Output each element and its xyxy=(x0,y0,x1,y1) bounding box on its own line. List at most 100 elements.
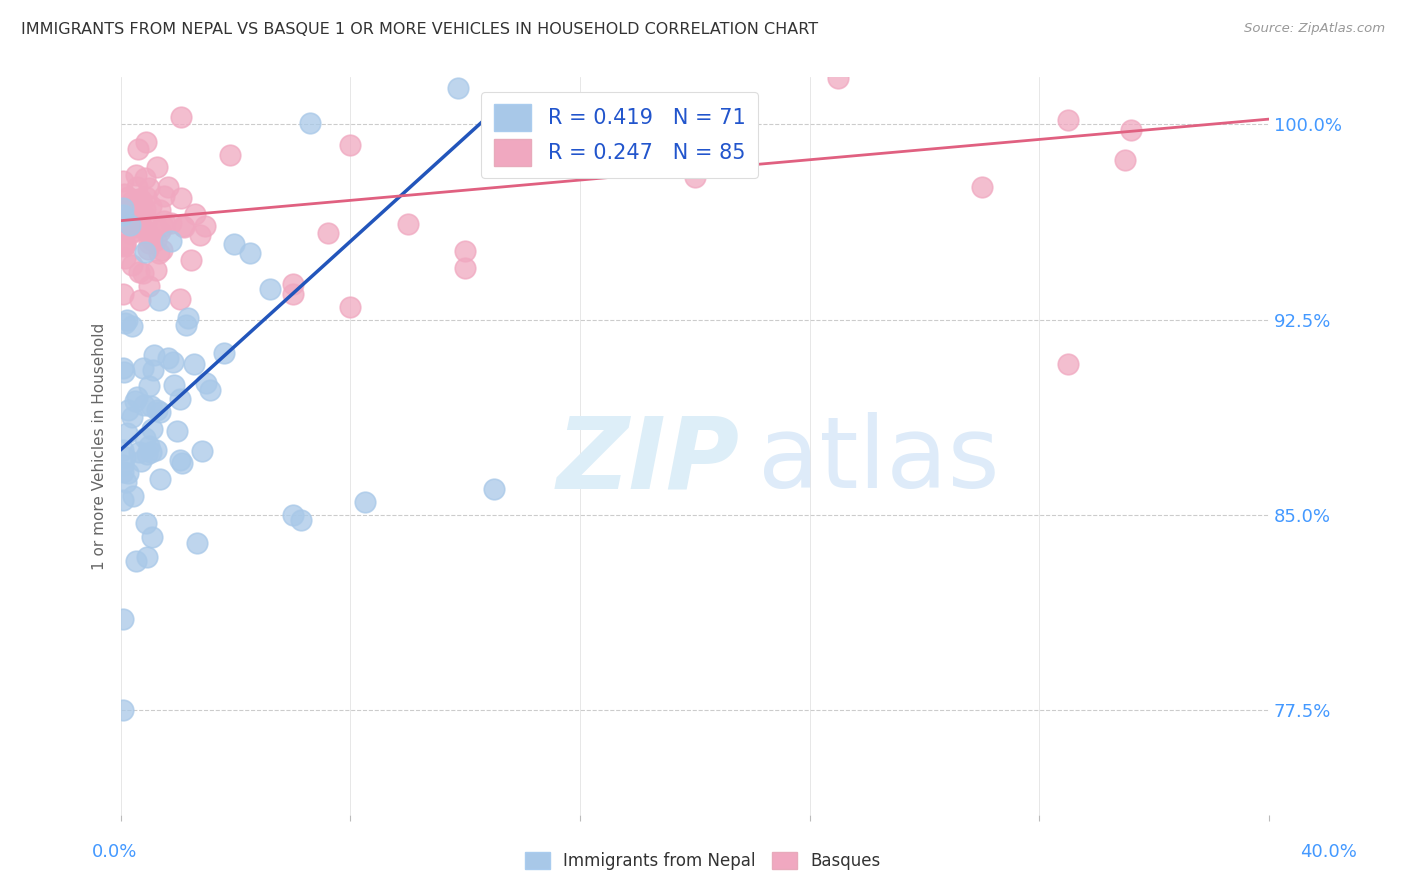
Point xyxy=(222,236,245,251)
Point xyxy=(339,300,361,314)
Point xyxy=(290,513,312,527)
Point xyxy=(132,360,155,375)
Point xyxy=(125,211,148,225)
Point xyxy=(120,226,142,240)
Point xyxy=(112,612,135,626)
Point xyxy=(112,443,135,458)
Text: Source: ZipAtlas.com: Source: ZipAtlas.com xyxy=(1244,22,1385,36)
Point xyxy=(117,466,139,480)
Point xyxy=(121,318,143,333)
Point xyxy=(112,287,135,301)
Point xyxy=(112,703,135,717)
Point xyxy=(129,193,152,207)
Point xyxy=(122,211,145,225)
Point xyxy=(138,236,160,251)
Point xyxy=(163,377,186,392)
Point xyxy=(115,217,138,231)
Point xyxy=(139,233,162,247)
Legend: Immigrants from Nepal, Basques: Immigrants from Nepal, Basques xyxy=(519,845,887,877)
Text: 0.0%: 0.0% xyxy=(91,843,136,861)
Point xyxy=(121,489,143,503)
Point xyxy=(114,237,136,252)
Point xyxy=(136,447,159,461)
Point xyxy=(136,550,159,565)
Point xyxy=(156,179,179,194)
Point xyxy=(135,215,157,229)
Point xyxy=(121,205,143,219)
Point xyxy=(214,346,236,360)
Point xyxy=(138,439,160,453)
Point xyxy=(115,475,138,490)
Point xyxy=(183,207,205,221)
Point xyxy=(112,465,135,479)
Point xyxy=(114,251,136,265)
Point xyxy=(177,310,200,325)
Point xyxy=(125,390,148,404)
Point xyxy=(124,220,146,235)
Point xyxy=(281,508,304,522)
Point xyxy=(121,258,143,272)
Point xyxy=(134,170,156,185)
Point xyxy=(121,410,143,425)
Point xyxy=(125,554,148,568)
Point xyxy=(132,266,155,280)
Point xyxy=(124,394,146,409)
Point xyxy=(169,392,191,406)
Point xyxy=(169,110,191,124)
Point xyxy=(125,195,148,210)
Point xyxy=(112,458,135,472)
Point xyxy=(482,482,505,496)
Point xyxy=(115,425,138,440)
Point xyxy=(138,379,160,393)
Point xyxy=(139,445,162,459)
Point xyxy=(194,219,217,233)
Point xyxy=(125,168,148,182)
Point xyxy=(970,180,993,194)
Point xyxy=(114,450,136,465)
Point xyxy=(172,219,194,233)
Point xyxy=(149,405,172,419)
Point xyxy=(145,442,167,457)
Point xyxy=(114,316,136,330)
Point xyxy=(121,224,143,238)
Point xyxy=(128,192,150,206)
Point xyxy=(122,215,145,229)
Point xyxy=(683,169,706,184)
Point xyxy=(112,493,135,508)
Point xyxy=(169,453,191,467)
Point xyxy=(112,205,135,219)
Point xyxy=(114,236,136,251)
Point xyxy=(454,260,477,275)
Point xyxy=(218,148,240,162)
Point xyxy=(117,403,139,417)
Point xyxy=(128,444,150,458)
Point xyxy=(540,137,562,152)
Point xyxy=(170,191,193,205)
Point xyxy=(127,142,149,156)
Point xyxy=(174,318,197,333)
Point xyxy=(129,293,152,307)
Point xyxy=(1057,357,1080,371)
Point xyxy=(353,495,375,509)
Point xyxy=(153,189,176,203)
Point xyxy=(141,232,163,246)
Point xyxy=(180,252,202,267)
Point xyxy=(827,70,849,85)
Point xyxy=(112,361,135,376)
Point xyxy=(132,398,155,412)
Point xyxy=(134,245,156,260)
Point xyxy=(112,201,135,215)
Point xyxy=(142,349,165,363)
Point xyxy=(146,403,169,417)
Point xyxy=(339,137,361,152)
Point xyxy=(115,313,138,327)
Point xyxy=(134,211,156,225)
Point xyxy=(153,213,176,227)
Point xyxy=(170,456,193,470)
Point xyxy=(135,135,157,149)
Point xyxy=(118,218,141,232)
Point xyxy=(135,516,157,531)
Point xyxy=(281,277,304,292)
Point xyxy=(152,219,174,234)
Point xyxy=(121,194,143,209)
